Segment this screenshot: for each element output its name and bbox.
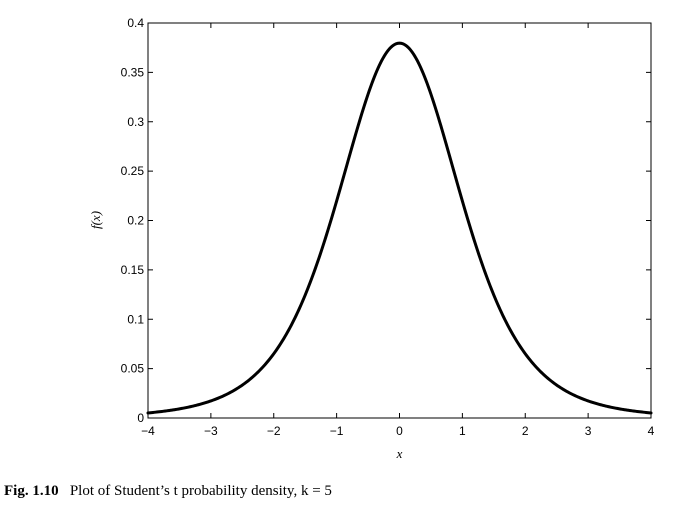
- x-tick-label: 0: [396, 424, 403, 438]
- y-tick-label: 0.25: [121, 164, 145, 178]
- x-tick-label: 2: [522, 424, 529, 438]
- figure-caption: Fig. 1.10 Plot of Student’s t probabilit…: [4, 483, 332, 500]
- y-tick-label: 0.1: [127, 312, 144, 326]
- y-axis-label: f(x): [88, 211, 103, 229]
- y-tick-label: 0.05: [121, 362, 145, 376]
- density-curve: [146, 41, 653, 415]
- caption-text: Plot of Student’s t probability density,…: [69, 483, 332, 499]
- x-tick-label: 1: [459, 424, 466, 438]
- y-tick-label: 0.2: [127, 214, 144, 228]
- ticks-group: [147, 22, 652, 419]
- figure-number: Fig. 1.10: [4, 483, 59, 499]
- x-axis-label: x: [396, 446, 403, 461]
- tick-labels-group: −4 −3 −2 −1 0 1 2 3 4 0 0.05 0.1 0.15 0.2 0.25 0.3 0.35 0…: [121, 16, 655, 438]
- x-tick-label: −2: [267, 424, 281, 438]
- x-tick-label: −4: [141, 424, 155, 438]
- x-tick-label: 4: [648, 424, 655, 438]
- x-tick-label: 3: [585, 424, 592, 438]
- y-tick-label: 0.15: [121, 263, 145, 277]
- y-tick-label: 0.3: [127, 115, 144, 129]
- chart: −4 −3 −2 −1 0 1 2 3 4 0 0.05 0.1 0.15 0.2 0.25 0.3 0.35 0…: [88, 16, 655, 461]
- x-tick-label: −3: [204, 424, 218, 438]
- plot-frame: [147, 22, 652, 419]
- y-tick-label: 0.4: [127, 16, 144, 30]
- y-tick-label: 0.35: [121, 65, 145, 79]
- x-tick-label: −1: [330, 424, 344, 438]
- y-tick-label: 0: [137, 411, 144, 425]
